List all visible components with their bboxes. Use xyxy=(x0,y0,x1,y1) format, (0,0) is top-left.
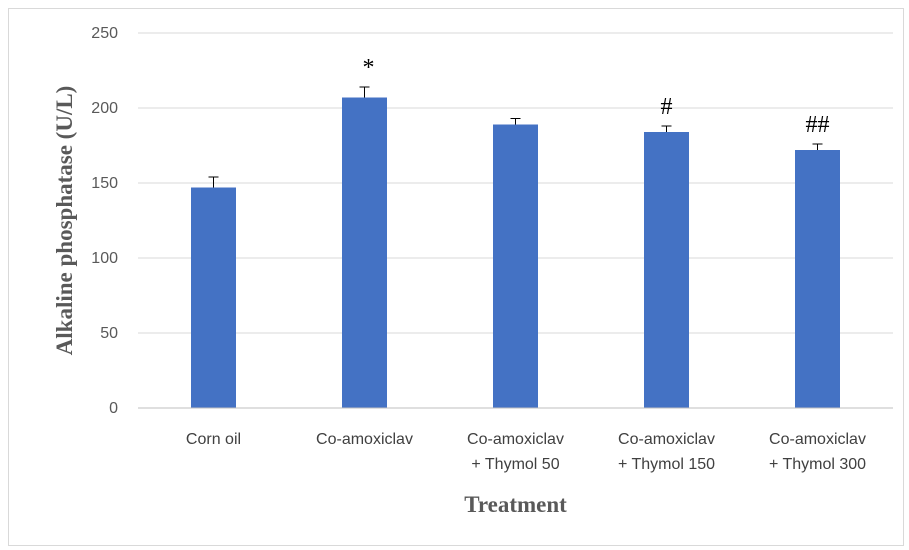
error-bar xyxy=(208,176,219,188)
significance-markers: *### xyxy=(363,55,830,138)
x-tick-label: Corn oil xyxy=(186,431,241,448)
x-tick-label: Co-amoxiclav xyxy=(618,431,715,448)
bar xyxy=(644,132,689,408)
bar xyxy=(795,150,840,408)
bar xyxy=(342,97,387,408)
y-tick-label: 250 xyxy=(91,25,118,42)
x-tick-label: Co-amoxiclav xyxy=(769,431,866,448)
bar xyxy=(191,187,236,408)
error-bar xyxy=(812,143,823,150)
y-tick-label: 100 xyxy=(91,250,118,267)
y-tick-label: 150 xyxy=(91,175,118,192)
y-tick-label: 50 xyxy=(100,325,118,342)
error-bar xyxy=(359,86,370,98)
y-tick-label: 200 xyxy=(91,100,118,117)
y-tick-label: 0 xyxy=(109,400,118,417)
error-bars xyxy=(208,86,823,188)
bar xyxy=(493,124,538,408)
significance-marker: # xyxy=(661,94,673,120)
y-tick-labels: 0 50 100 150 200 250 xyxy=(91,25,118,417)
x-tick-labels: Corn oil Co-amoxiclav Co-amoxiclav + Thymol… xyxy=(186,431,866,473)
significance-marker: ## xyxy=(806,112,830,138)
y-axis-title: Alkaline phosphatase (U/L) xyxy=(52,86,77,356)
x-axis-title: Treatment xyxy=(464,492,567,517)
x-tick-label: + Thymol 150 xyxy=(618,456,715,473)
x-tick-label: Co-amoxiclav xyxy=(316,431,413,448)
error-bar xyxy=(661,125,672,132)
x-tick-label: + Thymol 50 xyxy=(471,456,559,473)
x-tick-label: Co-amoxiclav xyxy=(467,431,564,448)
bars xyxy=(191,97,840,408)
significance-marker: * xyxy=(363,55,375,81)
error-bar xyxy=(510,118,521,125)
x-tick-label: + Thymol 300 xyxy=(769,456,866,473)
chart-frame xyxy=(8,8,904,546)
